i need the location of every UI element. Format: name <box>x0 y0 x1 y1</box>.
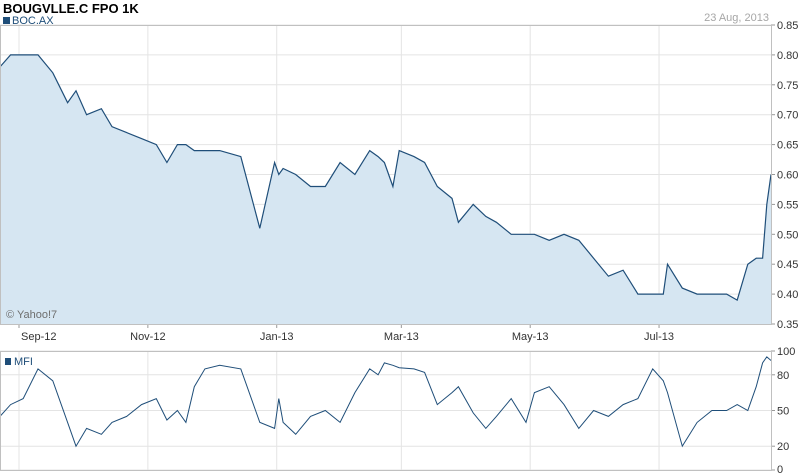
indicator-grid <box>0 350 771 471</box>
chart-date: 23 Aug, 2013 <box>704 12 769 24</box>
mfi-legend-label: MFI <box>14 356 33 368</box>
main-y-tick-label: 0.80 <box>777 50 798 62</box>
price-area <box>0 54 771 325</box>
indicator-y-tick-label: 20 <box>777 441 789 453</box>
main-y-tick-label: 0.85 <box>777 20 798 32</box>
legend-swatch-icon <box>3 17 10 24</box>
main-y-tick-label: 0.70 <box>777 110 798 122</box>
indicator-y-tick-label: 100 <box>777 346 795 358</box>
indicator-y-tick-label: 80 <box>777 370 789 382</box>
indicator-y-tick-label: 0 <box>777 464 783 475</box>
main-y-tick-labels: 0.35 0.40 0.45 0.50 0.55 0.60 0.65 0.70 0.75 0.80… <box>771 20 798 331</box>
x-tick-label: Jul-13 <box>644 331 674 343</box>
mfi-line <box>0 356 772 448</box>
chart-title: BOUGVLLE.C FPO 1K <box>3 1 139 16</box>
main-y-tick-label: 0.60 <box>777 170 798 182</box>
price-line <box>0 54 772 301</box>
x-tick-labels: Sep-12 Nov-12 Jan-13 Mar-13 May-13 Jul-13 <box>18 324 674 343</box>
main-plot-frame <box>0 25 772 325</box>
indicator-y-tick-label: 50 <box>777 406 789 418</box>
main-y-tick-label: 0.65 <box>777 140 798 152</box>
main-y-tick-label: 0.75 <box>777 80 798 92</box>
x-tick-label: Nov-12 <box>130 331 165 343</box>
indicator-y-tick-labels: 0 20 50 80 100 <box>771 346 795 475</box>
x-tick-label: Sep-12 <box>21 331 56 343</box>
x-tick-label: Mar-13 <box>384 331 419 343</box>
indicator-plot-frame <box>0 351 772 471</box>
main-y-tick-label: 0.45 <box>777 259 798 271</box>
main-y-tick-label: 0.35 <box>777 319 798 331</box>
x-tick-label: May-13 <box>512 331 549 343</box>
main-y-tick-label: 0.50 <box>777 229 798 241</box>
watermark: © Yahoo!7 <box>6 309 57 321</box>
mfi-legend-swatch-icon <box>5 358 11 365</box>
main-y-tick-label: 0.55 <box>777 199 798 211</box>
main-legend: BOC.AX <box>3 15 54 27</box>
main-y-tick-label: 0.40 <box>777 289 798 301</box>
x-tick-label: Jan-13 <box>260 331 294 343</box>
main-legend-label: BOC.AX <box>12 15 54 27</box>
